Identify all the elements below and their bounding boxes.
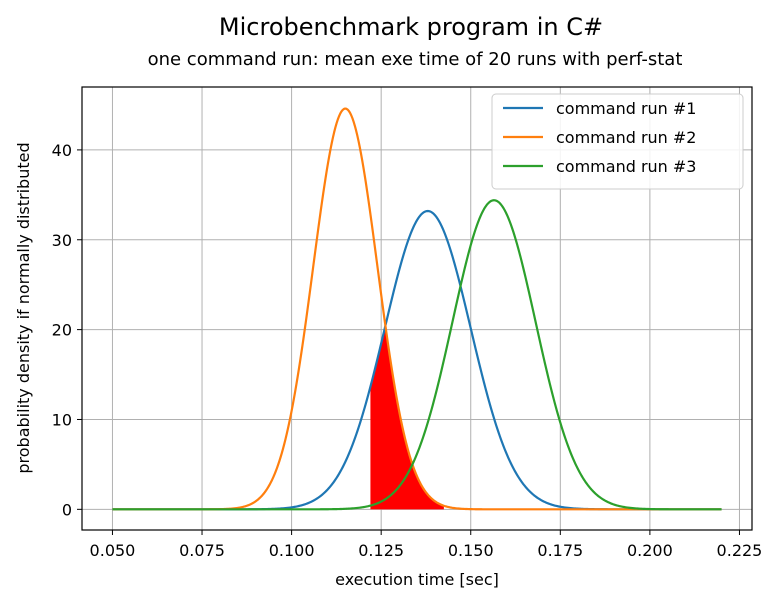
y-axis-label: probability density if normally distribu… bbox=[14, 142, 33, 473]
legend-label-run-3: command run #3 bbox=[556, 157, 696, 176]
y-tick-label: 20 bbox=[52, 321, 72, 340]
x-axis-ticks: 0.050 0.075 0.100 0.125 0.150 0.175 0.200 0.225 bbox=[90, 530, 763, 560]
x-tick-label: 0.100 bbox=[269, 541, 315, 560]
legend-box bbox=[491, 93, 744, 190]
y-tick-label: 0 bbox=[62, 500, 72, 519]
x-tick-label: 0.150 bbox=[448, 541, 494, 560]
series-layer bbox=[112, 107, 722, 511]
y-tick-label: 10 bbox=[52, 410, 72, 429]
overlap-fill-layer bbox=[370, 326, 444, 510]
x-tick-label: 0.050 bbox=[90, 541, 136, 560]
x-tick-label: 0.075 bbox=[179, 541, 225, 560]
x-tick-label: 0.125 bbox=[358, 541, 404, 560]
y-axis-ticks: 0 10 20 30 40 bbox=[52, 141, 82, 519]
series-line-run-1 bbox=[112, 209, 722, 511]
x-tick-label: 0.225 bbox=[717, 541, 763, 560]
chart-subtitle: one command run: mean exe time of 20 run… bbox=[148, 49, 683, 70]
legend: command run #1 command run #2 command run … bbox=[491, 93, 744, 190]
chart-title: Microbenchmark program in C# bbox=[219, 13, 603, 41]
x-tick-label: 0.175 bbox=[537, 541, 583, 560]
x-axis-label: execution time [sec] bbox=[335, 570, 499, 589]
y-tick-label: 30 bbox=[52, 231, 72, 250]
overlap-shaded-area bbox=[370, 326, 444, 510]
legend-label-run-1: command run #1 bbox=[556, 99, 696, 118]
x-tick-label: 0.200 bbox=[627, 541, 673, 560]
series-line-run-3 bbox=[112, 199, 722, 511]
legend-label-run-2: command run #2 bbox=[556, 128, 696, 147]
plot-area-frame bbox=[81, 86, 753, 531]
y-tick-label: 40 bbox=[52, 141, 72, 160]
